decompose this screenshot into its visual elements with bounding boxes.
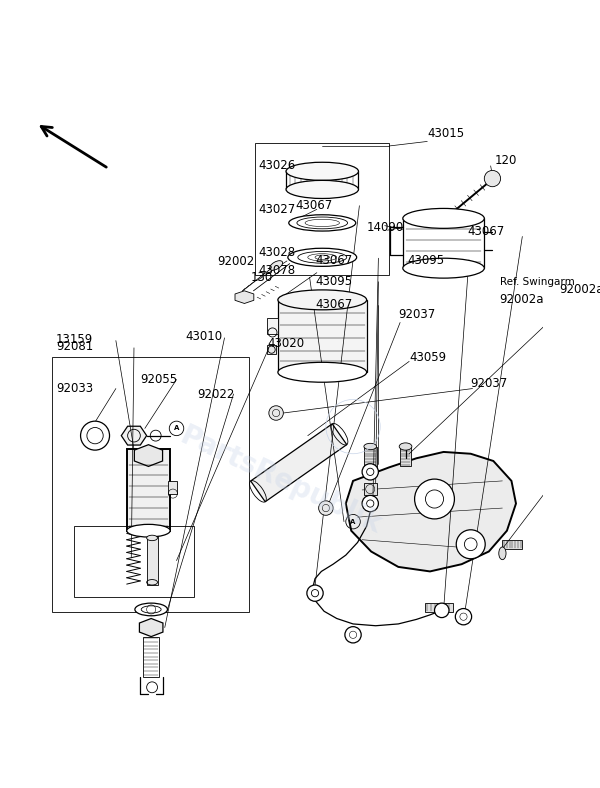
Ellipse shape xyxy=(146,535,158,541)
Text: 92081: 92081 xyxy=(56,340,94,354)
Bar xyxy=(267,345,276,354)
Text: 43010: 43010 xyxy=(185,329,223,343)
Text: A: A xyxy=(174,426,179,431)
Text: A: A xyxy=(350,519,356,525)
Bar xyxy=(169,481,178,493)
Bar xyxy=(364,447,377,468)
Text: 43095: 43095 xyxy=(315,275,352,288)
Ellipse shape xyxy=(403,258,484,278)
Ellipse shape xyxy=(278,362,367,382)
Bar xyxy=(255,143,389,274)
Circle shape xyxy=(456,530,485,559)
Text: 92002a: 92002a xyxy=(559,284,600,296)
Text: 92037: 92037 xyxy=(471,377,508,389)
Text: Ref. Swingarm: Ref. Swingarm xyxy=(500,277,574,287)
Text: 92055: 92055 xyxy=(140,373,178,386)
Bar xyxy=(143,637,160,678)
Ellipse shape xyxy=(288,248,356,266)
Text: 14090: 14090 xyxy=(367,221,404,234)
Ellipse shape xyxy=(135,603,167,615)
Circle shape xyxy=(345,626,361,643)
Text: 92002a: 92002a xyxy=(500,293,544,307)
Text: 43027: 43027 xyxy=(258,203,295,216)
Circle shape xyxy=(362,496,379,511)
Text: 92033: 92033 xyxy=(56,382,93,395)
Polygon shape xyxy=(346,452,516,571)
Bar xyxy=(400,447,411,466)
Ellipse shape xyxy=(499,547,506,559)
Circle shape xyxy=(455,608,472,625)
Bar xyxy=(502,540,523,548)
Text: 92022: 92022 xyxy=(197,388,235,400)
Bar xyxy=(364,483,377,496)
Circle shape xyxy=(362,463,379,480)
Bar xyxy=(278,300,367,372)
Text: 13159: 13159 xyxy=(56,333,94,346)
Circle shape xyxy=(415,479,454,519)
Bar xyxy=(146,535,158,585)
Bar xyxy=(267,318,278,334)
Polygon shape xyxy=(251,424,347,502)
Text: 43026: 43026 xyxy=(258,159,295,173)
Text: 43020: 43020 xyxy=(267,336,304,350)
Ellipse shape xyxy=(286,162,358,180)
Circle shape xyxy=(269,406,283,420)
Ellipse shape xyxy=(364,444,377,450)
Text: 43015: 43015 xyxy=(427,127,464,139)
Ellipse shape xyxy=(289,215,356,231)
Ellipse shape xyxy=(127,524,170,537)
Text: 43067: 43067 xyxy=(467,225,505,239)
Text: 43059: 43059 xyxy=(409,351,446,364)
Text: 92002: 92002 xyxy=(217,255,254,269)
Ellipse shape xyxy=(399,443,412,450)
Polygon shape xyxy=(235,291,254,303)
Ellipse shape xyxy=(286,180,358,199)
Circle shape xyxy=(319,501,333,515)
Text: 43095: 43095 xyxy=(407,255,445,267)
Polygon shape xyxy=(134,444,163,466)
Text: 43067: 43067 xyxy=(315,254,352,266)
Polygon shape xyxy=(121,426,146,445)
Circle shape xyxy=(484,170,500,187)
Circle shape xyxy=(434,603,449,618)
Circle shape xyxy=(307,585,323,601)
Text: 43067: 43067 xyxy=(295,199,332,212)
Bar xyxy=(425,603,452,612)
Text: 43028: 43028 xyxy=(258,247,295,259)
Polygon shape xyxy=(139,619,163,637)
Circle shape xyxy=(80,421,110,450)
Text: 120: 120 xyxy=(494,154,517,167)
Text: 130: 130 xyxy=(251,271,273,284)
Ellipse shape xyxy=(403,209,484,229)
Ellipse shape xyxy=(278,290,367,310)
Text: 43067: 43067 xyxy=(315,298,352,311)
Text: PartsRepublik: PartsRepublik xyxy=(175,422,386,540)
Ellipse shape xyxy=(269,261,283,270)
Text: 43078: 43078 xyxy=(258,265,295,277)
Text: 92037: 92037 xyxy=(398,308,436,321)
Bar xyxy=(52,357,249,612)
Bar xyxy=(127,449,170,530)
Bar xyxy=(74,526,194,597)
